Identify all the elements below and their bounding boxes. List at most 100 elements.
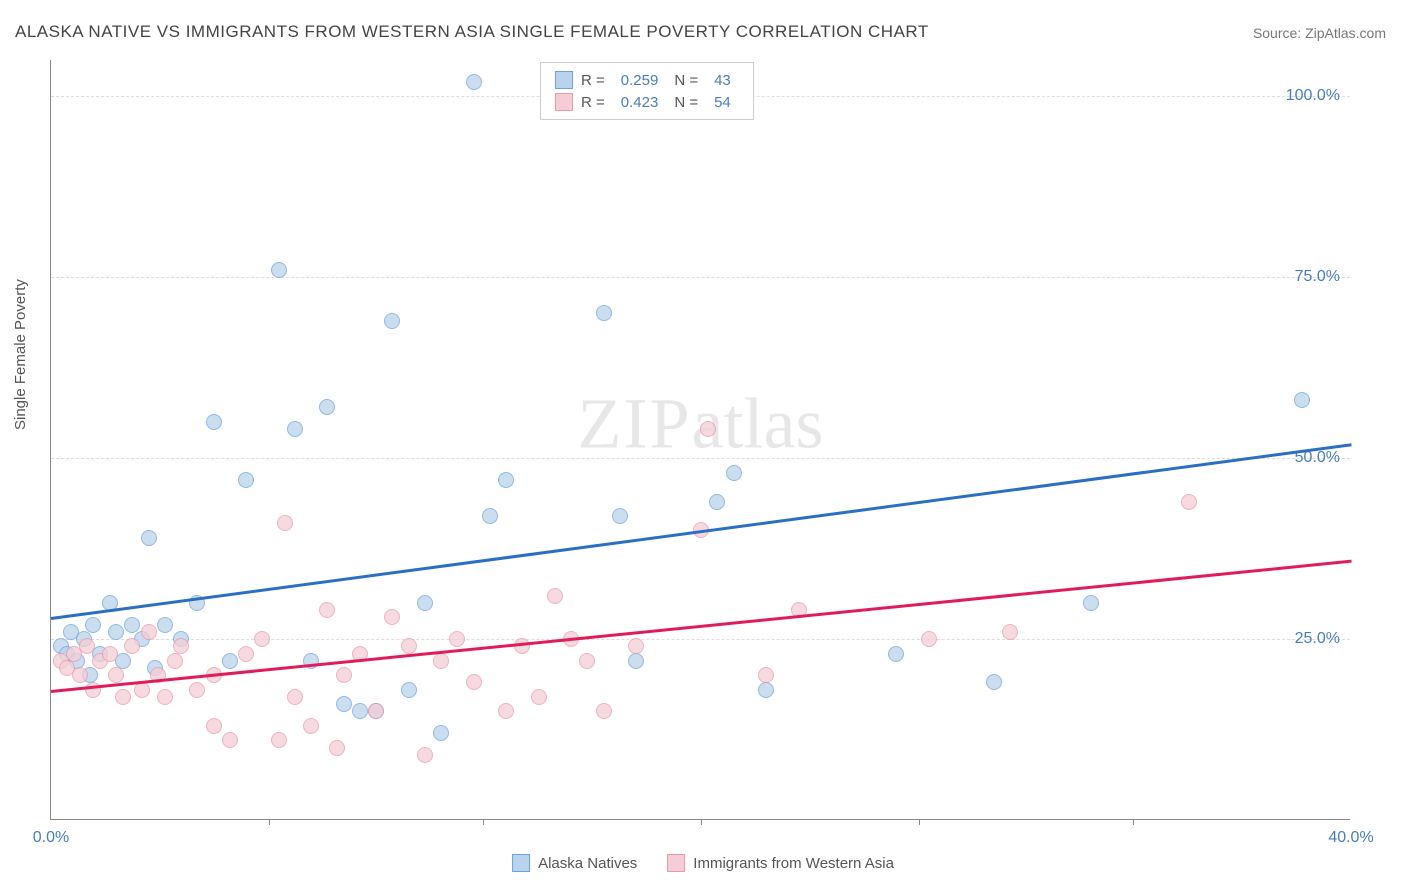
y-axis-label: Single Female Poverty bbox=[12, 279, 29, 430]
data-point bbox=[449, 631, 465, 647]
legend-item: Alaska Natives bbox=[512, 854, 637, 872]
x-tick-mark bbox=[701, 819, 702, 825]
data-point bbox=[368, 703, 384, 719]
legend-n-value: 54 bbox=[714, 94, 731, 111]
legend-n-label: N = bbox=[674, 72, 698, 89]
legend-r-label: R = bbox=[581, 94, 605, 111]
gridline bbox=[51, 639, 1350, 640]
data-point bbox=[173, 638, 189, 654]
data-point bbox=[401, 682, 417, 698]
data-point bbox=[921, 631, 937, 647]
data-point bbox=[85, 617, 101, 633]
data-point bbox=[547, 588, 563, 604]
data-point bbox=[271, 732, 287, 748]
data-point bbox=[498, 472, 514, 488]
x-tick-mark bbox=[269, 819, 270, 825]
data-point bbox=[596, 703, 612, 719]
data-point bbox=[612, 508, 628, 524]
data-point bbox=[1181, 494, 1197, 510]
legend-item: Immigrants from Western Asia bbox=[667, 854, 894, 872]
data-point bbox=[115, 689, 131, 705]
data-point bbox=[498, 703, 514, 719]
legend-row: R = 0.423 N = 54 bbox=[555, 91, 739, 113]
y-tick-label: 100.0% bbox=[1286, 87, 1340, 105]
data-point bbox=[271, 262, 287, 278]
gridline bbox=[51, 277, 1350, 278]
data-point bbox=[758, 667, 774, 683]
data-point bbox=[206, 718, 222, 734]
data-point bbox=[628, 653, 644, 669]
trend-line bbox=[51, 559, 1351, 692]
legend-swatch bbox=[555, 93, 573, 111]
data-point bbox=[579, 653, 595, 669]
legend-n-label: N = bbox=[674, 94, 698, 111]
data-point bbox=[1002, 624, 1018, 640]
data-point bbox=[124, 638, 140, 654]
data-point bbox=[303, 718, 319, 734]
y-tick-label: 75.0% bbox=[1295, 268, 1340, 286]
data-point bbox=[238, 472, 254, 488]
data-point bbox=[277, 515, 293, 531]
data-point bbox=[709, 494, 725, 510]
legend-n-value: 43 bbox=[714, 72, 731, 89]
data-point bbox=[319, 399, 335, 415]
data-point bbox=[417, 747, 433, 763]
data-point bbox=[888, 646, 904, 662]
data-point bbox=[102, 646, 118, 662]
data-point bbox=[157, 617, 173, 633]
data-point bbox=[466, 74, 482, 90]
data-point bbox=[401, 638, 417, 654]
data-point bbox=[433, 653, 449, 669]
data-point bbox=[319, 602, 335, 618]
data-point bbox=[222, 653, 238, 669]
data-point bbox=[329, 740, 345, 756]
data-point bbox=[1294, 392, 1310, 408]
legend-swatch bbox=[555, 71, 573, 89]
x-tick-mark bbox=[919, 819, 920, 825]
source-label: Source: ZipAtlas.com bbox=[1253, 25, 1386, 41]
legend-r-label: R = bbox=[581, 72, 605, 89]
data-point bbox=[433, 725, 449, 741]
data-point bbox=[287, 421, 303, 437]
gridline bbox=[51, 458, 1350, 459]
data-point bbox=[189, 682, 205, 698]
data-point bbox=[417, 595, 433, 611]
data-point bbox=[141, 530, 157, 546]
data-point bbox=[384, 609, 400, 625]
legend-r-value: 0.259 bbox=[621, 72, 659, 89]
data-point bbox=[85, 682, 101, 698]
x-tick-mark bbox=[1133, 819, 1134, 825]
data-point bbox=[254, 631, 270, 647]
data-point bbox=[336, 667, 352, 683]
data-point bbox=[206, 414, 222, 430]
plot-area: ZIPatlas 25.0%50.0%75.0%100.0%0.0%40.0% bbox=[50, 60, 1350, 820]
data-point bbox=[482, 508, 498, 524]
data-point bbox=[222, 732, 238, 748]
data-point bbox=[700, 421, 716, 437]
chart-title: ALASKA NATIVE VS IMMIGRANTS FROM WESTERN… bbox=[15, 22, 929, 42]
data-point bbox=[141, 624, 157, 640]
data-point bbox=[352, 703, 368, 719]
data-point bbox=[596, 305, 612, 321]
legend-swatch bbox=[512, 854, 530, 872]
data-point bbox=[124, 617, 140, 633]
data-point bbox=[157, 689, 173, 705]
y-tick-label: 25.0% bbox=[1295, 630, 1340, 648]
trend-line bbox=[51, 444, 1351, 620]
data-point bbox=[628, 638, 644, 654]
data-point bbox=[514, 638, 530, 654]
legend-swatch bbox=[667, 854, 685, 872]
data-point bbox=[108, 624, 124, 640]
data-point bbox=[758, 682, 774, 698]
correlation-legend: R = 0.259 N = 43 R = 0.423 N = 54 bbox=[540, 62, 754, 120]
data-point bbox=[531, 689, 547, 705]
legend-item-label: Alaska Natives bbox=[538, 855, 637, 872]
data-point bbox=[726, 465, 742, 481]
legend-row: R = 0.259 N = 43 bbox=[555, 69, 739, 91]
legend-r-value: 0.423 bbox=[621, 94, 659, 111]
data-point bbox=[238, 646, 254, 662]
data-point bbox=[986, 674, 1002, 690]
data-point bbox=[79, 638, 95, 654]
data-point bbox=[134, 682, 150, 698]
data-point bbox=[384, 313, 400, 329]
